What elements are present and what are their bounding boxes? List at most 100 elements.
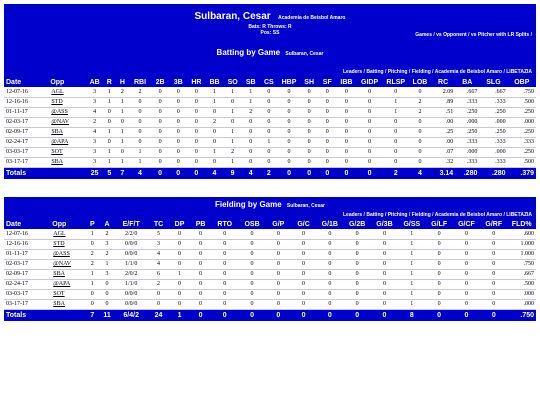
batting-cell-3b: 0 <box>169 87 188 98</box>
fielding-cell-g-3b: 0 <box>370 289 399 300</box>
batting-cell-rc: 2.09 <box>431 87 456 98</box>
fielding-cell-g-p: 0 <box>265 299 291 310</box>
fielding-col-g-c: G/C <box>290 219 317 229</box>
batting-total-hbp: 0 <box>277 167 301 179</box>
fielding-cell-g-lf: 0 <box>425 239 453 250</box>
totals-label: Totals <box>4 167 49 179</box>
fielding-nav-links[interactable]: Leaders / Batting / Pitching / Fielding … <box>342 212 532 218</box>
opponent-link[interactable]: @APA <box>50 279 85 290</box>
fielding-cell-g-ss: 1 <box>398 299 426 310</box>
fielding-cell-g-p: 0 <box>265 229 291 240</box>
opponent-link[interactable]: AGL <box>50 229 85 240</box>
batting-col-gidp: GIDP <box>356 77 383 87</box>
fielding-cell-dp: 0 <box>169 249 191 260</box>
batting-cell-rbi: 0 <box>128 137 152 148</box>
batting-col-sb: SB <box>241 77 260 87</box>
opponent-link[interactable]: AGL <box>48 87 87 98</box>
opponent-link[interactable]: SBA <box>48 127 87 138</box>
batting-cell-h: 1 <box>115 157 129 168</box>
batting-cell-ab: 3 <box>86 147 103 158</box>
batting-col-cs: CS <box>259 77 278 87</box>
fielding-cell-g-3b: 0 <box>370 239 399 250</box>
batting-cell-lob: 0 <box>408 137 432 148</box>
batting-cell-sb: 1 <box>241 87 260 98</box>
opponent-link[interactable]: @NAV <box>48 117 87 128</box>
fielding-cell-a: 1 <box>99 259 115 270</box>
opponent-link[interactable]: SOT <box>48 147 87 158</box>
batting-col-lob: LOB <box>408 77 432 87</box>
batting-title-player: Sulbaran, Cesar <box>285 51 324 57</box>
player-team[interactable]: Academia de Beisbol Amaro <box>278 15 346 21</box>
fielding-totals-row: Totals 7 11 6/4/2 24 1 0 0 0 0 0 0 0 0 8 0 0 0.750 <box>4 309 536 321</box>
fielding-cell-g-1b: 0 <box>316 229 344 240</box>
batting-cell-sh: 0 <box>300 107 319 118</box>
opponent-link[interactable]: SOT <box>50 289 85 300</box>
fielding-cell-g-ss: 1 <box>398 289 426 300</box>
fielding-cell-date: 03-03-17 <box>4 289 51 300</box>
fielding-cell-g-2b: 0 <box>343 239 371 250</box>
opponent-link[interactable]: @ASS <box>50 249 85 260</box>
fielding-cell-g-p: 0 <box>265 289 291 300</box>
fielding-col-g-ss: G/SS <box>398 219 426 229</box>
fielding-cell-g-cf: 0 <box>452 279 481 290</box>
batting-cell-sf: 0 <box>318 107 337 118</box>
batting-cell-rlsp: 0 <box>382 137 409 148</box>
batting-cell-rlsp: 0 <box>382 87 409 98</box>
fielding-cell-osb: 0 <box>238 299 266 310</box>
batting-cell-rlsp: 1 <box>382 97 409 108</box>
batting-cell-ba: .667 <box>455 87 480 98</box>
fielding-cell-osb: 0 <box>238 249 266 260</box>
opponent-link[interactable]: @ASS <box>48 107 87 118</box>
fielding-cell-g-c: 0 <box>290 269 317 280</box>
opponent-link[interactable]: @NAV <box>50 259 85 270</box>
game-links[interactable]: Games / vs Opponent / vs Pitcher with LR… <box>415 32 532 38</box>
fielding-col-g-3b: G/3B <box>370 219 399 229</box>
fielding-cell-p: 1 <box>84 279 100 290</box>
fielding-total-g-ss: 8 <box>398 309 426 321</box>
opponent-link[interactable]: SBA <box>50 269 85 280</box>
batting-nav-links[interactable]: Leaders / Batting / Pitching / Fielding … <box>4 68 536 77</box>
batting-cell-rlsp: 0 <box>382 127 409 138</box>
batting-cell-sf: 0 <box>318 117 337 128</box>
fielding-cell-g-rf: 0 <box>480 239 508 250</box>
fielding-cell-tc: 4 <box>148 259 170 270</box>
batting-cell-date: 01-11-17 <box>4 107 49 118</box>
fielding-cell-pb: 0 <box>190 299 212 310</box>
fielding-cell-g-1b: 0 <box>316 259 344 270</box>
fielding-cell-date: 12-07-16 <box>4 229 51 240</box>
opponent-link[interactable]: SBA <box>48 157 87 168</box>
batting-cell-cs: 0 <box>259 107 278 118</box>
fielding-cell-g-c: 0 <box>290 279 317 290</box>
batting-cell-sh: 0 <box>300 97 319 108</box>
fielding-table: Date Opp P A E/F/T TC DP PB RTO OSB G/P G/C G/1B G/2B… <box>4 219 536 321</box>
fielding-col-g-1b: G/1B <box>316 219 344 229</box>
opponent-link[interactable]: STD <box>48 97 87 108</box>
batting-cell-slg: .333 <box>479 97 508 108</box>
fielding-cell-e-f-t: 0/0/0 <box>114 299 149 310</box>
fielding-col-rto: RTO <box>211 219 239 229</box>
batting-cell-cs: 0 <box>259 127 278 138</box>
fielding-col-g-cf: G/CF <box>452 219 481 229</box>
fielding-cell-g-cf: 0 <box>452 239 481 250</box>
batting-title: Batting by Game Sulbaran, Cesar <box>4 48 536 57</box>
opponent-link[interactable]: STD <box>50 239 85 250</box>
fielding-col-g-rf: G/RF <box>480 219 508 229</box>
fielding-cell-g-p: 0 <box>265 249 291 260</box>
batting-cell-h: 0 <box>115 147 129 158</box>
batting-cell-sb: 0 <box>241 137 260 148</box>
batting-cell-date: 02-03-17 <box>4 117 49 128</box>
batting-cell-rbi: 0 <box>128 117 152 128</box>
fielding-col-dp: DP <box>169 219 191 229</box>
fielding-row: 01-11-17 @ASS 2 2 0/0/0 4 0 0 0 0 0 0 0 0 0 1 0 0 0 1.000 <box>4 249 536 260</box>
batting-cell-ba: .250 <box>455 107 480 118</box>
fielding-cell-g-1b: 0 <box>316 299 344 310</box>
fielding-cell-osb: 0 <box>238 259 266 270</box>
batting-cell-2b: 0 <box>151 137 170 148</box>
batting-cell-h: 1 <box>115 107 129 118</box>
batting-cell-rc: .51 <box>431 107 456 118</box>
opponent-link[interactable]: SBA <box>50 299 85 310</box>
batting-total-r: 5 <box>102 167 116 179</box>
opponent-link[interactable]: @APA <box>48 137 87 148</box>
fielding-cell-g-ss: 1 <box>398 229 426 240</box>
batting-cell-so: 1 <box>223 137 242 148</box>
